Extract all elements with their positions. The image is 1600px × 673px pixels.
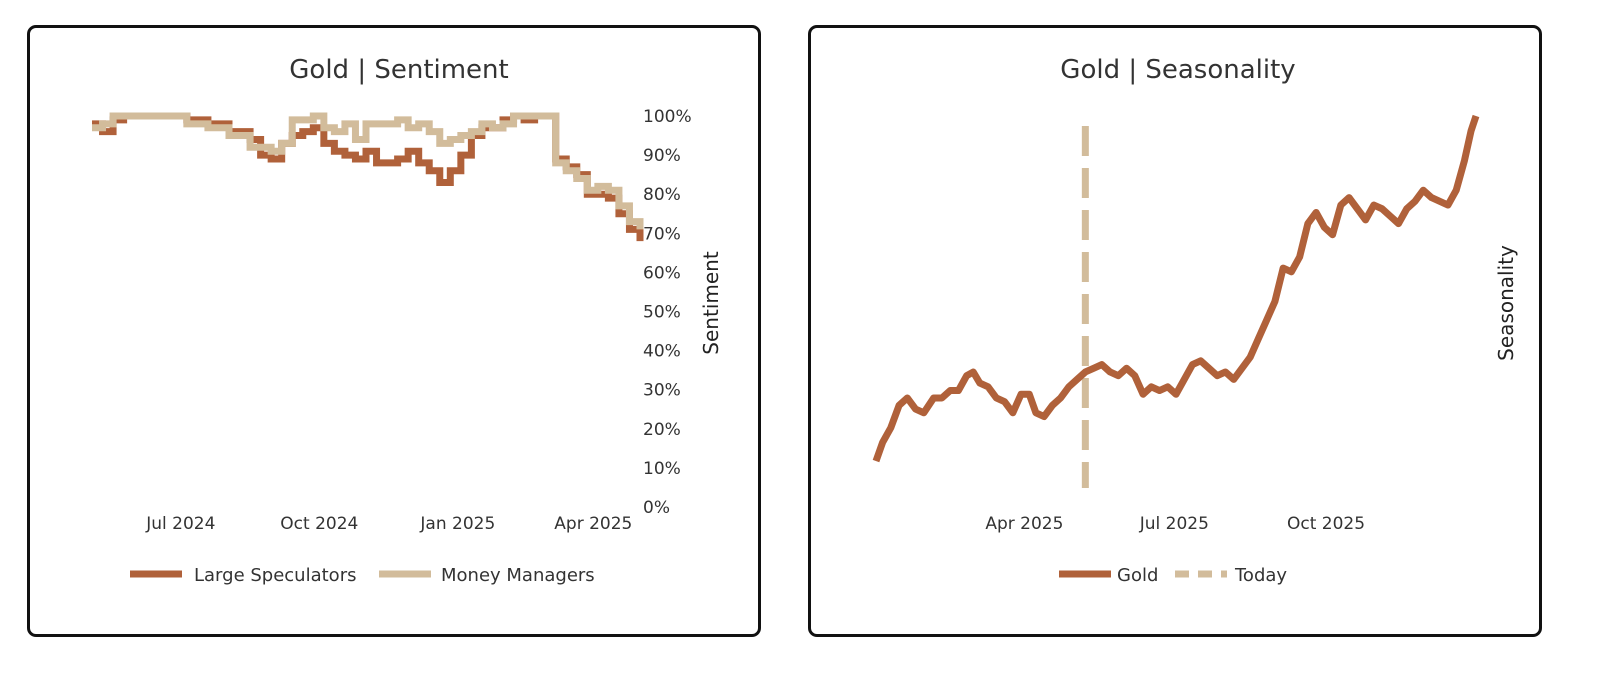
sentiment-chart-panel: Gold | Sentiment 0% 10% 20% 30% 40% 50% 60% 70%… [27,25,761,637]
y-axis-label: Seasonality [1494,245,1518,361]
chart-title: Gold | Seasonality [1060,55,1295,85]
seasonality-chart-panel: Gold | Seasonality Apr 2025 Jul 2025 Oct 2… [808,25,1542,637]
legend-label-today: Today [1234,565,1287,586]
y-tick-label: 70% [643,224,681,244]
x-tick-label: Jan 2025 [419,514,495,534]
legend-label-large-speculators: Large Speculators [194,565,356,586]
x-tick-label: Oct 2024 [280,514,358,534]
y-tick-label: 0% [643,498,670,518]
y-axis-label: Sentiment [699,251,723,355]
x-tick-label: Jul 2025 [1139,514,1209,534]
x-tick-label: Jul 2024 [145,514,215,534]
y-tick-label: 50% [643,303,681,323]
y-tick-label: 80% [643,185,681,205]
x-tick-label: Oct 2025 [1287,514,1365,534]
legend: Large Speculators Money Managers [130,565,595,586]
y-tick-label: 30% [643,381,681,401]
y-tick-label: 40% [643,342,681,362]
y-tick-label: 90% [643,146,681,166]
legend-label-money-managers: Money Managers [441,565,595,586]
legend-label-gold: Gold [1117,565,1158,586]
sentiment-chart: Gold | Sentiment 0% 10% 20% 30% 40% 50% 60% 70%… [92,55,723,586]
legend: Gold Today [1059,565,1287,586]
x-tick-label: Apr 2025 [985,514,1063,534]
y-tick-label: 100% [643,107,692,127]
x-tick-label: Apr 2025 [554,514,632,534]
y-tick-label: 20% [643,420,681,440]
series-line-money-managers [92,112,644,230]
series-line-large-speculators [92,112,644,242]
series-line-gold [872,114,1480,463]
seasonality-chart: Gold | Seasonality Apr 2025 Jul 2025 Oct 2… [872,55,1518,586]
chart-title: Gold | Sentiment [289,55,508,85]
y-tick-label: 10% [643,459,681,479]
y-tick-label: 60% [643,263,681,283]
